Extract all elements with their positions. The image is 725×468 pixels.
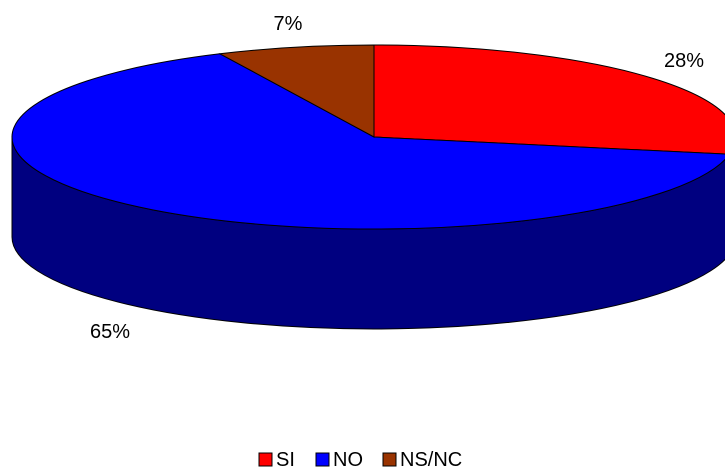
slice-si bbox=[373, 44, 725, 155]
data-label-nsnc: 7% bbox=[274, 13, 303, 35]
legend-label-no: NO bbox=[333, 449, 363, 468]
legend-swatch-nsnc bbox=[382, 452, 397, 467]
data-labels: 28% 65% 7% bbox=[90, 13, 704, 343]
legend: SI NO NS/NC bbox=[258, 449, 462, 468]
slice-nsnc bbox=[218, 44, 375, 138]
legend-swatch-no bbox=[315, 452, 330, 467]
data-label-si: 28% bbox=[664, 50, 704, 72]
pie-top-face bbox=[11, 44, 725, 230]
slice-no bbox=[11, 53, 725, 230]
legend-label-si: SI bbox=[276, 449, 295, 468]
data-label-no: 65% bbox=[90, 321, 130, 343]
legend-swatch-si bbox=[258, 452, 273, 467]
legend-label-nsnc: NS/NC bbox=[400, 449, 462, 468]
